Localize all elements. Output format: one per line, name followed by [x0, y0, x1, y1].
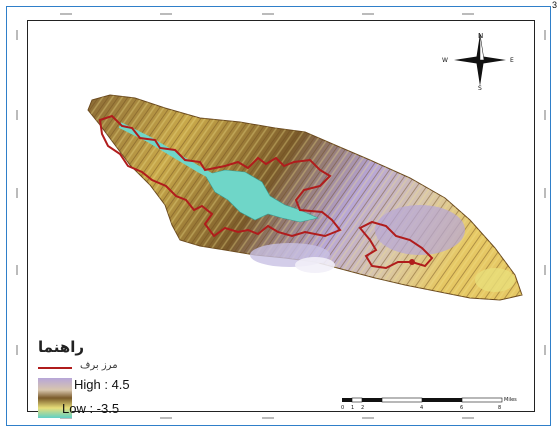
scale-tick-2: 2: [361, 405, 364, 411]
east-label: E: [510, 57, 514, 64]
north-label: N: [478, 32, 483, 40]
corner-number: 3: [551, 0, 557, 10]
scale-tick-6: 6: [460, 405, 463, 411]
west-label: W: [442, 57, 448, 64]
scale-tick-0: 0: [341, 405, 344, 411]
north-arrow: N S E W: [442, 32, 514, 90]
legend-swatches: [38, 367, 72, 418]
legend-low-label: Low : -3.5: [62, 401, 120, 416]
scale-tick-1: 1: [351, 405, 354, 411]
scale-bar: 0 1 2 4 6 8 Miles: [341, 397, 517, 411]
south-label: S: [478, 85, 482, 90]
scale-tick-8: 8: [498, 405, 501, 411]
scale-tick-4: 4: [420, 405, 423, 411]
legend-title: راهنما: [38, 338, 84, 356]
scale-unit: Miles: [504, 397, 517, 403]
snow-boundary-line: [98, 114, 342, 238]
lake: [204, 169, 319, 223]
legend-high-label: High : 4.5: [74, 377, 130, 392]
legend-boundary-label: مرز برف: [80, 360, 118, 371]
legend-color-ramp: [38, 378, 72, 418]
